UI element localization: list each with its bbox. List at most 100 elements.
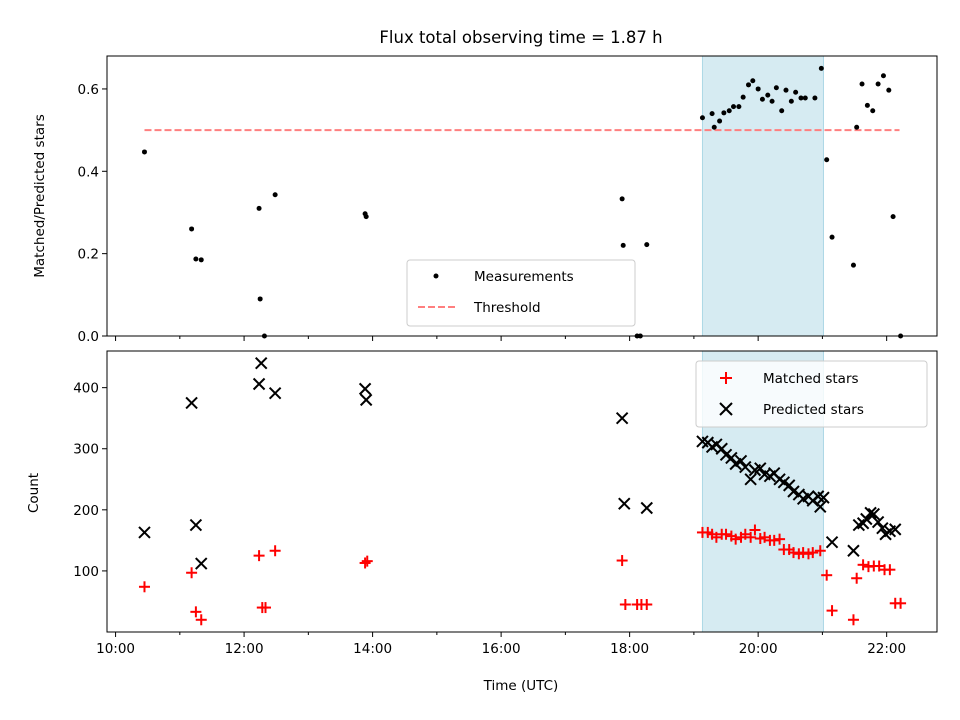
ratio-x-ticks [115,336,888,341]
x-axis-label: Time (UTC) [483,678,559,694]
measurements-point [257,296,263,302]
predicted-stars-point [640,501,653,515]
predicted-stars-point [358,382,372,396]
measurements-point [859,81,865,87]
y-tick-label: 300 [73,442,99,458]
measurements-point [864,102,870,108]
predicted-stars-point [618,497,631,510]
legend-measurements-label: Measurements [474,269,574,285]
legend-matched-label: Matched stars [763,371,859,387]
predicted-stars-point [195,557,208,570]
measurements-point [750,78,756,84]
measurements-point [812,95,818,101]
measurements-point [198,257,204,263]
predicted-stars-point [817,491,830,504]
measurements-point [620,242,626,248]
count-y-label: Count [26,473,42,513]
count-legend-box [695,360,928,428]
measurements-point [773,85,779,91]
y-tick-label: 0.0 [78,329,99,345]
predicted-stars-point [359,393,373,407]
measurements-point [746,82,752,88]
predicted-stars-point [889,523,902,536]
matched-stars-point [195,614,207,626]
measurements-point [880,73,886,79]
measurements-point [798,95,804,101]
measurements-point [779,108,785,114]
predicted-stars-point [860,512,873,526]
matched-stars-point [619,599,631,611]
ratio-legend: Measurements Threshold [406,259,636,327]
count-panel: 100 200 300 400 10:00 12:00 14:00 16:00 18:00 20… [26,350,938,694]
measurements-point [854,124,860,130]
ratio-legend-box [406,259,636,327]
measurements-point [890,214,896,220]
highlight-span-top [701,55,824,337]
predicted-stars-point [825,535,839,549]
ratio-plot-area [141,65,904,339]
y-tick-label: 0.6 [78,82,99,98]
legend-threshold-label: Threshold [473,300,541,316]
measurements-point [870,108,876,114]
count-x-axis: 10:00 12:00 14:00 16:00 18:00 20:00 22:00 [96,632,906,657]
matched-stars-point [641,599,653,611]
predicted-stars-point [725,451,738,465]
measurements-point [818,65,824,71]
ratio-axes-frame [106,55,938,337]
predicted-stars-point [867,507,881,521]
predicted-stars-point [715,442,728,455]
predicted-stars-point [268,386,282,400]
x-tick-label: 22:00 [867,641,906,657]
predicted-stars-point [754,462,767,475]
matched-stars-point [361,555,373,567]
measurements-point [755,86,761,92]
predicted-stars-point [189,518,203,532]
matched-stars-point [720,528,732,540]
matched-stars-point [616,555,628,567]
matched-stars-point [847,614,859,626]
count-axes-frame [106,350,938,633]
x-tick-label: 18:00 [610,641,649,657]
predicted-stars-point [185,396,198,410]
matched-stars-point [745,531,757,543]
count-legend: Matched stars Predicted stars [695,360,928,428]
measurements-point [644,242,650,248]
measurements-point [726,108,732,114]
matched-stars-point [857,559,869,571]
matched-stars-point [797,547,809,559]
measurements-point [875,81,881,87]
legend-matched-marker [720,372,732,384]
matched-stars-point [768,534,780,546]
measurements-point [619,196,625,202]
matched-stars-point [253,550,265,562]
measurements-point [717,118,723,124]
x-tick-label: 20:00 [739,641,778,657]
measurements-point [769,98,775,104]
matched-stars-point [359,557,371,569]
measurements-point [824,157,830,163]
measurements-point [721,110,727,116]
matched-stars-point [807,547,819,559]
predicted-stars-point [739,460,752,474]
matched-stars-point [269,545,281,557]
predicted-stars-point [615,411,629,425]
matched-stars-point [730,533,742,545]
matched-stars-point [884,564,896,576]
predicted-stars-point [847,544,860,557]
legend-measurements-marker [433,273,439,279]
ratio-y-label: Matched/Predicted stars [32,114,48,277]
ratio-panel: 0.0 0.2 0.4 0.6 Matched/Predicted stars Mea… [32,55,938,345]
matched-stars-point [895,597,907,609]
legend-predicted-label: Predicted stars [763,402,864,418]
y-tick-label: 100 [73,564,99,580]
measurements-point [189,226,195,232]
count-plot-area [138,357,907,626]
matched-stars-point [749,524,761,536]
measurements-point [765,92,771,98]
predicted-stars-point [871,515,885,529]
matched-stars-point [814,545,826,557]
measurements-point [363,214,369,220]
predicted-stars-point [744,473,757,486]
measurements-point [699,115,705,121]
count-y-axis: 100 200 300 400 [73,381,107,580]
